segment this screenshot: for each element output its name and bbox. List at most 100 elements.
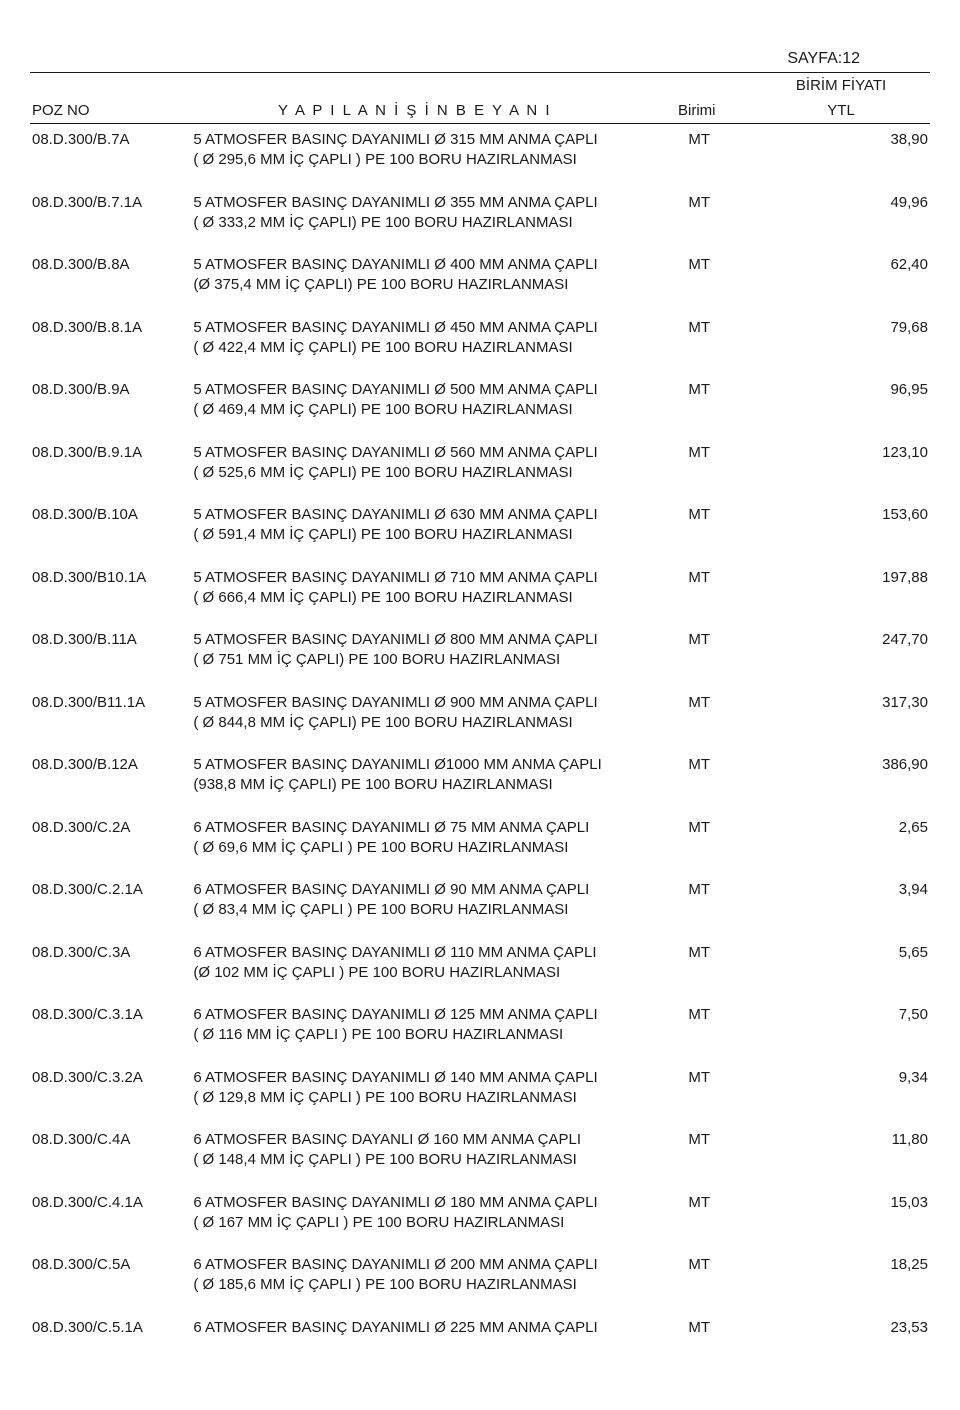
document-page: SAYFA:12 BİRİM FİYATI POZ NO Y A P I L A…	[0, 0, 960, 1410]
desc-line-2: ( Ø 185,6 MM İÇ ÇAPLI ) PE 100 BORU HAZI…	[193, 1275, 642, 1295]
cell-description: 5 ATMOSFER BASINÇ DAYANIMLI Ø 400 MM ANM…	[191, 255, 644, 296]
cell-price: 15,03	[754, 1193, 930, 1234]
row-spacer	[30, 171, 930, 193]
cell-unit: MT	[645, 755, 754, 796]
cell-description: 5 ATMOSFER BASINÇ DAYANIMLI Ø 710 MM ANM…	[191, 568, 644, 609]
desc-line-1: 6 ATMOSFER BASINÇ DAYANIMLI Ø 180 MM ANM…	[193, 1194, 597, 1211]
cell-description: 5 ATMOSFER BASINÇ DAYANIMLI Ø 450 MM ANM…	[191, 318, 644, 359]
cell-unit: MT	[645, 693, 754, 734]
cell-poz-no: 08.D.300/B.10A	[30, 505, 191, 546]
cell-unit: MT	[645, 880, 754, 921]
cell-unit: MT	[645, 443, 754, 484]
column-headers: BİRİM FİYATI POZ NO Y A P I L A N İ Ş İ …	[30, 73, 930, 124]
cell-unit: MT	[645, 568, 754, 609]
desc-line-2: ( Ø 525,6 MM İÇ ÇAPLI) PE 100 BORU HAZIR…	[193, 463, 642, 483]
cell-poz-no: 08.D.300/B.9.1A	[30, 443, 191, 484]
desc-line-2: ( Ø 129,8 MM İÇ ÇAPLI ) PE 100 BORU HAZI…	[193, 1088, 642, 1108]
desc-line-1: 5 ATMOSFER BASINÇ DAYANIMLI Ø 500 MM ANM…	[193, 381, 597, 398]
cell-price: 317,30	[754, 693, 930, 734]
desc-line-1: 5 ATMOSFER BASINÇ DAYANIMLI Ø 630 MM ANM…	[193, 506, 597, 523]
table-row: 08.D.300/B.9.1A5 ATMOSFER BASINÇ DAYANIM…	[30, 443, 930, 484]
cell-description: 5 ATMOSFER BASINÇ DAYANIMLI Ø 630 MM ANM…	[191, 505, 644, 546]
cell-poz-no: 08.D.300/C.5.1A	[30, 1318, 191, 1338]
table-row: 08.D.300/B10.1A5 ATMOSFER BASINÇ DAYANIM…	[30, 568, 930, 609]
table-row: 08.D.300/B11.1A5 ATMOSFER BASINÇ DAYANIM…	[30, 693, 930, 734]
cell-unit: MT	[645, 1193, 754, 1234]
row-spacer	[30, 1296, 930, 1318]
desc-line-2: ( Ø 844,8 MM İÇ ÇAPLI) PE 100 BORU HAZIR…	[193, 713, 642, 733]
cell-price: 96,95	[754, 380, 930, 421]
cell-unit: MT	[645, 505, 754, 546]
cell-description: 5 ATMOSFER BASINÇ DAYANIMLI Ø 800 MM ANM…	[191, 630, 644, 671]
desc-line-1: 5 ATMOSFER BASINÇ DAYANIMLI Ø 450 MM ANM…	[193, 319, 597, 336]
row-spacer	[30, 1108, 930, 1130]
desc-line-1: 5 ATMOSFER BASINÇ DAYANIMLI Ø1000 MM ANM…	[193, 756, 601, 773]
cell-unit: MT	[645, 818, 754, 859]
cell-unit: MT	[645, 1130, 754, 1171]
row-spacer	[30, 358, 930, 380]
row-spacer	[30, 296, 930, 318]
desc-line-1: 6 ATMOSFER BASINÇ DAYANIMLI Ø 125 MM ANM…	[193, 1006, 597, 1023]
cell-price: 79,68	[754, 318, 930, 359]
desc-line-2: ( Ø 69,6 MM İÇ ÇAPLI ) PE 100 BORU HAZIR…	[193, 838, 642, 858]
row-spacer	[30, 1046, 930, 1068]
desc-line-1: 5 ATMOSFER BASINÇ DAYANIMLI Ø 315 MM ANM…	[193, 131, 597, 148]
cell-poz-no: 08.D.300/C.2A	[30, 818, 191, 859]
cell-description: 5 ATMOSFER BASINÇ DAYANIMLI Ø 560 MM ANM…	[191, 443, 644, 484]
cell-poz-no: 08.D.300/C.3.1A	[30, 1005, 191, 1046]
desc-line-2: ( Ø 116 MM İÇ ÇAPLI ) PE 100 BORU HAZIRL…	[193, 1025, 642, 1045]
cell-poz-no: 08.D.300/B.7A	[30, 130, 191, 171]
desc-line-2: ( Ø 422,4 MM İÇ ÇAPLI) PE 100 BORU HAZIR…	[193, 338, 642, 358]
desc-line-1: 6 ATMOSFER BASINÇ DAYANIMLI Ø 90 MM ANMA…	[193, 881, 589, 898]
cell-description: 6 ATMOSFER BASINÇ DAYANIMLI Ø 110 MM ANM…	[191, 943, 644, 984]
table-row: 08.D.300/C.2.1A6 ATMOSFER BASINÇ DAYANIM…	[30, 880, 930, 921]
row-spacer	[30, 983, 930, 1005]
desc-line-1: 6 ATMOSFER BASINÇ DAYANIMLI Ø 225 MM ANM…	[193, 1319, 597, 1336]
table-row: 08.D.300/C.2A6 ATMOSFER BASINÇ DAYANIMLI…	[30, 818, 930, 859]
row-spacer	[30, 546, 930, 568]
desc-line-2: ( Ø 295,6 MM İÇ ÇAPLI ) PE 100 BORU HAZI…	[193, 150, 642, 170]
desc-line-1: 6 ATMOSFER BASINÇ DAYANLI Ø 160 MM ANMA …	[193, 1131, 581, 1148]
desc-line-2: ( Ø 591,4 MM İÇ ÇAPLI) PE 100 BORU HAZIR…	[193, 525, 642, 545]
desc-line-2: ( Ø 333,2 MM İÇ ÇAPLI) PE 100 BORU HAZIR…	[193, 213, 642, 233]
cell-unit: MT	[645, 630, 754, 671]
table-row: 08.D.300/B.7.1A5 ATMOSFER BASINÇ DAYANIM…	[30, 193, 930, 234]
table-row: 08.D.300/B.12A5 ATMOSFER BASINÇ DAYANIML…	[30, 755, 930, 796]
cell-description: 6 ATMOSFER BASINÇ DAYANIMLI Ø 125 MM ANM…	[191, 1005, 644, 1046]
desc-line-2: ( Ø 167 MM İÇ ÇAPLI ) PE 100 BORU HAZIRL…	[193, 1213, 642, 1233]
cell-price: 9,34	[754, 1068, 930, 1109]
row-spacer	[30, 858, 930, 880]
row-spacer	[30, 796, 930, 818]
cell-unit: MT	[645, 943, 754, 984]
cell-poz-no: 08.D.300/C.2.1A	[30, 880, 191, 921]
cell-poz-no: 08.D.300/B.9A	[30, 380, 191, 421]
cell-price: 386,90	[754, 755, 930, 796]
desc-line-2: ( Ø 751 MM İÇ ÇAPLI) PE 100 BORU HAZIRLA…	[193, 650, 642, 670]
desc-line-1: 5 ATMOSFER BASINÇ DAYANIMLI Ø 710 MM ANM…	[193, 569, 597, 586]
desc-line-2: ( Ø 83,4 MM İÇ ÇAPLI ) PE 100 BORU HAZIR…	[193, 900, 642, 920]
desc-line-1: 5 ATMOSFER BASINÇ DAYANIMLI Ø 400 MM ANM…	[193, 256, 597, 273]
cell-poz-no: 08.D.300/C.4A	[30, 1130, 191, 1171]
cell-poz-no: 08.D.300/C.3A	[30, 943, 191, 984]
desc-line-1: 6 ATMOSFER BASINÇ DAYANIMLI Ø 110 MM ANM…	[193, 944, 596, 961]
table-row: 08.D.300/B.9A5 ATMOSFER BASINÇ DAYANIMLI…	[30, 380, 930, 421]
cell-poz-no: 08.D.300/B11.1A	[30, 693, 191, 734]
desc-line-2: ( Ø 469,4 MM İÇ ÇAPLI) PE 100 BORU HAZIR…	[193, 400, 642, 420]
table-row: 08.D.300/B.7A5 ATMOSFER BASINÇ DAYANIMLI…	[30, 130, 930, 171]
header-job-desc: Y A P I L A N İ Ş İ N B E Y A N I	[188, 98, 641, 124]
desc-line-2: (Ø 375,4 MM İÇ ÇAPLI) PE 100 BORU HAZIRL…	[193, 275, 642, 295]
table-row: 08.D.300/C.4.1A6 ATMOSFER BASINÇ DAYANIM…	[30, 1193, 930, 1234]
cell-unit: MT	[645, 193, 754, 234]
cell-description: 6 ATMOSFER BASINÇ DAYANIMLI Ø 140 MM ANM…	[191, 1068, 644, 1109]
row-spacer	[30, 421, 930, 443]
row-spacer	[30, 1338, 930, 1360]
cell-price: 3,94	[754, 880, 930, 921]
table-row: 08.D.300/C.5A6 ATMOSFER BASINÇ DAYANIMLI…	[30, 1255, 930, 1296]
cell-unit: MT	[645, 1255, 754, 1296]
cell-price: 18,25	[754, 1255, 930, 1296]
cell-description: 6 ATMOSFER BASINÇ DAYANLI Ø 160 MM ANMA …	[191, 1130, 644, 1171]
cell-unit: MT	[645, 130, 754, 171]
cell-price: 62,40	[754, 255, 930, 296]
cell-poz-no: 08.D.300/B.11A	[30, 630, 191, 671]
cell-price: 11,80	[754, 1130, 930, 1171]
